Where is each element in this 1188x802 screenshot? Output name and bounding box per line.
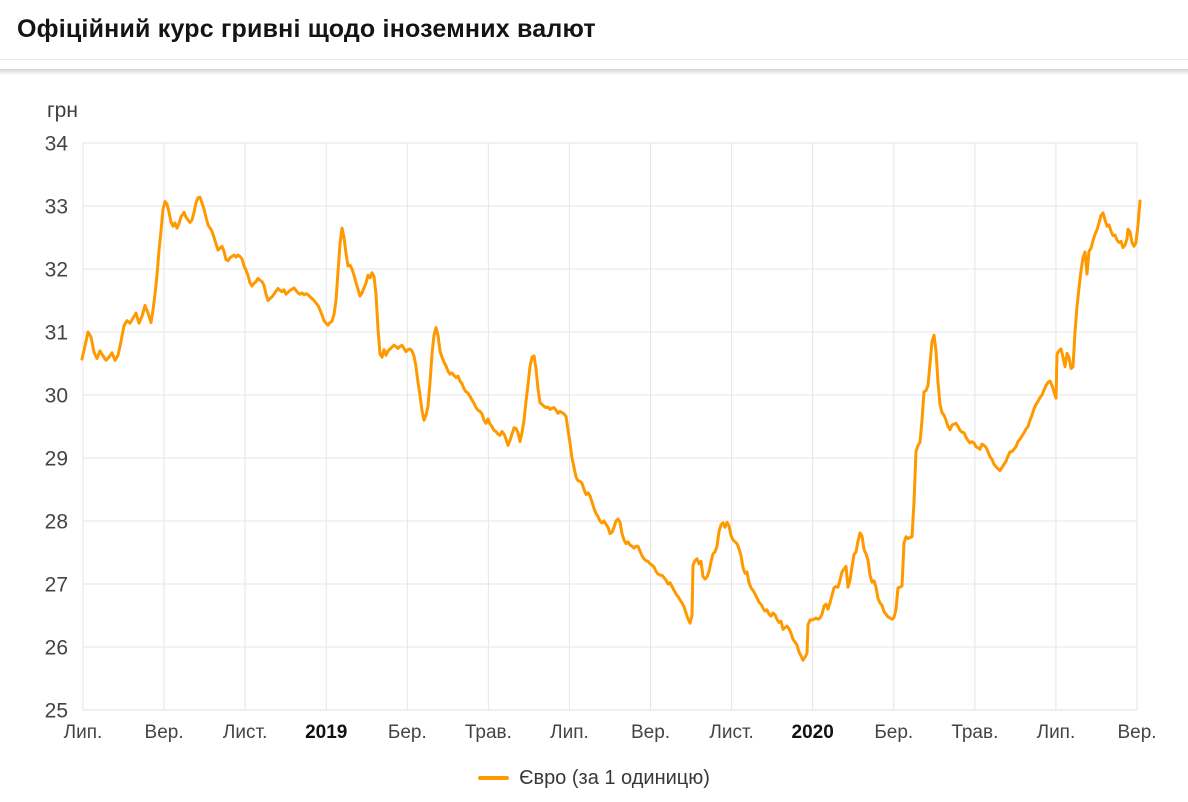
x-axis-tick-label: Бер.: [874, 722, 913, 743]
x-axis-year-label: 2020: [792, 722, 834, 743]
y-axis-tick-label: 30: [45, 385, 68, 408]
y-axis-tick-label: 26: [45, 637, 68, 660]
x-axis-tick-label: Лист.: [709, 722, 753, 743]
header-shadow-divider: [0, 69, 1188, 75]
y-axis-tick-label: 29: [45, 448, 68, 471]
y-axis-tick-label: 25: [45, 700, 68, 723]
x-axis-tick-label: Лип.: [550, 722, 589, 743]
x-axis-tick-label: Лип.: [64, 722, 103, 743]
x-axis-tick-label: Трав.: [465, 722, 512, 743]
x-axis-year-label: 2019: [305, 722, 347, 743]
legend-line-swatch: [478, 776, 510, 780]
x-axis-tick-label: Лип.: [1037, 722, 1076, 743]
x-axis-tick-label: Вер.: [145, 722, 184, 743]
y-axis-tick-label: 27: [45, 574, 68, 597]
chart-card: 25 26 27 28 29 30 31 32 33 34 грн Лип. Вер. Лист. 2019…: [0, 75, 1188, 755]
x-axis-tick-label: Вер.: [1117, 722, 1156, 743]
chart-legend[interactable]: Євро (за 1 одиницю): [0, 763, 1188, 793]
y-axis-tick-label: 32: [45, 259, 68, 282]
x-axis-tick-label: Трав.: [951, 722, 998, 743]
header: Офіційний курс гривні щодо іноземних вал…: [0, 0, 1188, 60]
x-axis-tick-label: Вер.: [631, 722, 670, 743]
y-axis-tick-label: 34: [45, 133, 69, 156]
y-axis-tick-label: 28: [45, 511, 68, 534]
y-axis-tick-label: 31: [45, 322, 68, 345]
x-axis-tick-label: Лист.: [223, 722, 267, 743]
exchange-rate-chart[interactable]: 25 26 27 28 29 30 31 32 33 34 грн Лип. Вер. Лист. 2019…: [0, 75, 1188, 755]
euro-rate-line: [80, 195, 1142, 662]
legend-series-label: Євро (за 1 одиницю): [519, 766, 710, 789]
y-axis-unit-label: грн: [47, 99, 78, 122]
x-axis-tick-label: Бер.: [388, 722, 427, 743]
y-axis-tick-label: 33: [45, 196, 68, 219]
page-title: Офіційний курс гривні щодо іноземних вал…: [17, 15, 596, 43]
